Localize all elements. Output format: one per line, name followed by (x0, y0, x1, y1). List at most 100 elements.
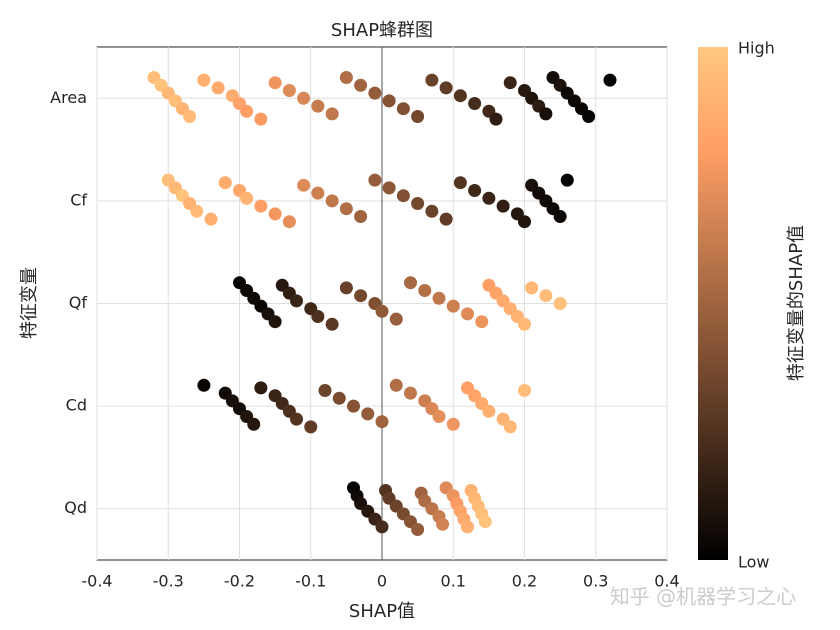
shap-point (553, 210, 567, 223)
shap-point (354, 289, 368, 303)
shap-point (218, 176, 232, 190)
shap-point (389, 378, 403, 392)
shap-point (375, 304, 389, 318)
shap-point (354, 78, 368, 92)
shap-point (254, 112, 268, 126)
x-tick-label: 0.4 (654, 572, 679, 591)
shap-point (453, 176, 467, 190)
shap-point (268, 76, 282, 90)
x-axis-label: SHAP值 (349, 601, 415, 622)
shap-point (325, 194, 339, 208)
shap-point (411, 110, 425, 123)
shap-point (282, 215, 296, 229)
shap-point (339, 71, 353, 84)
shap-point (183, 110, 197, 123)
shap-point (354, 210, 368, 223)
shap-point (496, 199, 510, 213)
shap-point (411, 523, 425, 536)
shap-point (254, 381, 268, 395)
shap-point (247, 417, 261, 431)
y-axis-label: 特征变量 (19, 267, 40, 339)
shap-point (375, 415, 389, 429)
y-tick-label: Cd (66, 396, 87, 415)
x-tick-label: 0.1 (441, 572, 466, 591)
shap-point (432, 410, 446, 423)
shap-point (453, 89, 467, 103)
shap-point (282, 84, 296, 97)
shap-point (425, 73, 439, 87)
shap-point (418, 284, 432, 297)
x-tick-label: -0.1 (295, 572, 326, 591)
shap-point (197, 73, 211, 87)
shap-point (375, 520, 389, 534)
shap-point (603, 73, 617, 87)
shap-point (518, 317, 531, 331)
shap-point (389, 312, 403, 326)
shap-point (190, 204, 204, 218)
shap-point (240, 191, 254, 205)
colorbar-high: High (738, 39, 775, 58)
shap-point (468, 97, 482, 110)
shap-point (482, 191, 496, 205)
colorbar-label: 特征变量的SHAP值 (786, 225, 807, 381)
shap-point (382, 94, 396, 108)
shap-point (478, 515, 492, 529)
shap-point (339, 202, 353, 216)
shap-point (411, 197, 425, 210)
shap-point (446, 299, 460, 313)
x-tick-label: 0.3 (583, 572, 608, 591)
shap-point (368, 86, 382, 100)
y-tick-label: Qd (64, 498, 87, 517)
shap-point (368, 173, 382, 187)
shap-point (518, 384, 531, 397)
shap-point (404, 276, 417, 290)
shap-point (197, 378, 211, 392)
shap-point (446, 417, 460, 431)
shap-point (290, 294, 303, 308)
shap-point (311, 99, 325, 113)
x-tick-label: 0.2 (512, 572, 537, 591)
shap-point (468, 184, 482, 197)
shap-point (382, 181, 396, 195)
shap-point (503, 420, 517, 434)
shap-point (204, 212, 218, 226)
x-tick-label: -0.3 (153, 572, 184, 591)
shap-point (396, 102, 410, 116)
x-tick-label: -0.2 (224, 572, 255, 591)
shap-point (290, 412, 303, 426)
shap-point (404, 386, 417, 400)
shap-point (439, 212, 453, 226)
shap-point (518, 215, 531, 229)
shap-point (525, 281, 539, 295)
shap-point (297, 91, 311, 105)
shap-point (304, 420, 318, 434)
shap-point (475, 315, 489, 329)
shap-point (361, 407, 375, 421)
watermark: 知乎 @机器学习之心 (610, 585, 796, 609)
shap-point (339, 281, 353, 295)
shap-point (436, 517, 450, 531)
shap-point (297, 178, 311, 192)
shap-point (347, 399, 360, 413)
shap-point (432, 291, 446, 305)
shap-point (311, 310, 325, 323)
x-tick-label: 0 (377, 572, 387, 591)
shap-point (240, 104, 254, 118)
shap-point (489, 112, 503, 126)
shap-point (539, 107, 553, 121)
shap-point (553, 297, 567, 310)
shap-point (503, 76, 517, 90)
shap-point (325, 317, 339, 331)
colorbar-low: Low (738, 553, 770, 572)
x-tick-label: -0.4 (81, 572, 112, 591)
shap-point (539, 289, 553, 303)
shap-point (325, 107, 339, 121)
shap-point (439, 81, 453, 95)
chart-title: SHAP蜂群图 (331, 20, 433, 41)
shap-point (396, 189, 410, 203)
shap-point (425, 204, 439, 218)
shap-point (582, 110, 596, 123)
shap-point (560, 173, 574, 187)
y-tick-label: Cf (70, 190, 87, 209)
